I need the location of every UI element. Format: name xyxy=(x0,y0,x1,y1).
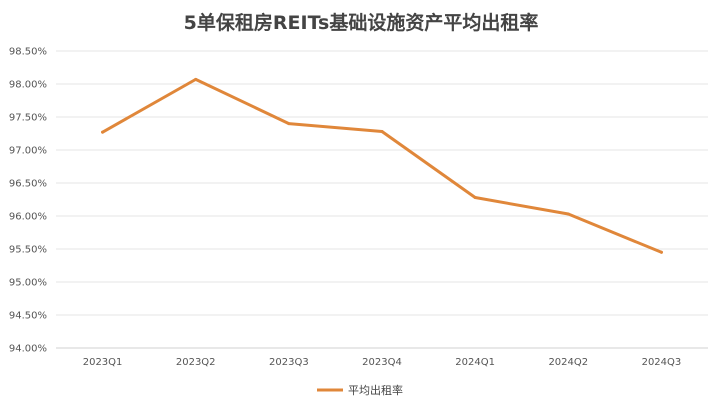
data-point xyxy=(380,130,384,134)
legend-label: 平均出租率 xyxy=(348,383,403,397)
x-tick-label: 2023Q1 xyxy=(83,357,123,368)
x-tick-label: 2024Q1 xyxy=(455,357,495,368)
series-line xyxy=(101,77,663,254)
chart-title: 5单保租房REITs基础设施资产平均出租率 xyxy=(183,12,539,34)
y-tick-label: 94.00% xyxy=(9,344,47,355)
y-tick-label: 94.50% xyxy=(9,311,47,322)
data-point xyxy=(287,122,291,126)
y-tick-label: 97.00% xyxy=(9,146,47,157)
x-tick-label: 2023Q2 xyxy=(176,357,216,368)
data-point xyxy=(473,196,477,200)
x-tick-label: 2024Q2 xyxy=(548,357,588,368)
y-tick-label: 95.50% xyxy=(9,245,47,256)
y-tick-label: 96.00% xyxy=(9,212,47,223)
data-point xyxy=(194,77,198,81)
data-point xyxy=(566,212,570,216)
y-tick-label: 95.00% xyxy=(9,278,47,289)
x-tick-label: 2023Q3 xyxy=(269,357,309,368)
y-tick-label: 97.50% xyxy=(9,113,47,124)
y-tick-label: 98.00% xyxy=(9,80,47,91)
x-tick-label: 2023Q4 xyxy=(362,357,402,368)
data-point xyxy=(101,130,105,134)
y-tick-label: 98.50% xyxy=(9,47,47,58)
x-tick-label: 2024Q3 xyxy=(642,357,682,368)
y-tick-label: 96.50% xyxy=(9,179,47,190)
data-point xyxy=(659,250,663,254)
